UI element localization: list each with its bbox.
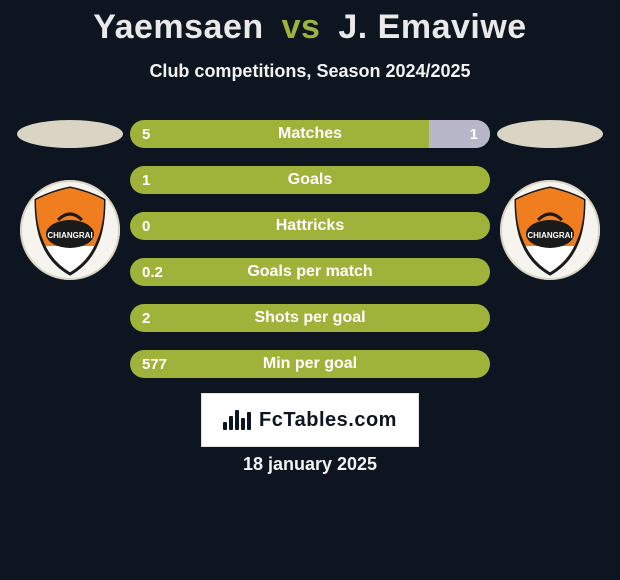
- title: Yaemsaen vs J. Emaviwe: [0, 0, 620, 47]
- stat-bar: Goals1: [130, 166, 490, 194]
- crest-left-icon: CHIANGRAI: [20, 180, 120, 280]
- stat-label: Shots per goal: [130, 304, 490, 332]
- stat-label: Goals per match: [130, 258, 490, 286]
- comparison-card: Yaemsaen vs J. Emaviwe Club competitions…: [0, 0, 620, 580]
- brand-badge[interactable]: FcTables.com: [202, 394, 418, 446]
- stat-value-left: 0.2: [142, 258, 163, 286]
- stat-bar-right-fill: [429, 120, 490, 148]
- stat-label: Hattricks: [130, 212, 490, 240]
- stat-value-left: 0: [142, 212, 150, 240]
- stat-bar: Hattricks0: [130, 212, 490, 240]
- stat-bar: Goals per match0.2: [130, 258, 490, 286]
- stat-value-right: 1: [470, 120, 478, 148]
- stat-label: Min per goal: [130, 350, 490, 378]
- stat-bar: Shots per goal2: [130, 304, 490, 332]
- club-crest-right: CHIANGRAI: [500, 180, 600, 280]
- vs-label: vs: [282, 8, 321, 46]
- player1-name: Yaemsaen: [93, 8, 263, 46]
- date-label: 18 january 2025: [0, 454, 620, 475]
- player2-name: J. Emaviwe: [338, 8, 526, 46]
- stat-label: Goals: [130, 166, 490, 194]
- crest-right-icon: CHIANGRAI: [500, 180, 600, 280]
- subtitle: Club competitions, Season 2024/2025: [0, 61, 620, 82]
- stat-bar: Min per goal577: [130, 350, 490, 378]
- brand-bars-icon: [223, 410, 251, 430]
- stats-bars: Matches51Goals1Hattricks0Goals per match…: [130, 110, 490, 378]
- svg-text:CHIANGRAI: CHIANGRAI: [527, 231, 572, 240]
- flag-left: [17, 120, 123, 148]
- brand-text: FcTables.com: [259, 409, 397, 432]
- flag-right: [497, 120, 603, 148]
- club-crest-left: CHIANGRAI: [20, 180, 120, 280]
- svg-text:CHIANGRAI: CHIANGRAI: [47, 231, 92, 240]
- stat-bar: Matches51: [130, 120, 490, 148]
- content-row: CHIANGRAI Matches51Goals1Hattricks0Goals…: [0, 110, 620, 378]
- stat-value-left: 577: [142, 350, 167, 378]
- stat-value-left: 2: [142, 304, 150, 332]
- stat-value-left: 5: [142, 120, 150, 148]
- left-side: CHIANGRAI: [10, 110, 130, 378]
- stat-value-left: 1: [142, 166, 150, 194]
- right-side: CHIANGRAI: [490, 110, 610, 378]
